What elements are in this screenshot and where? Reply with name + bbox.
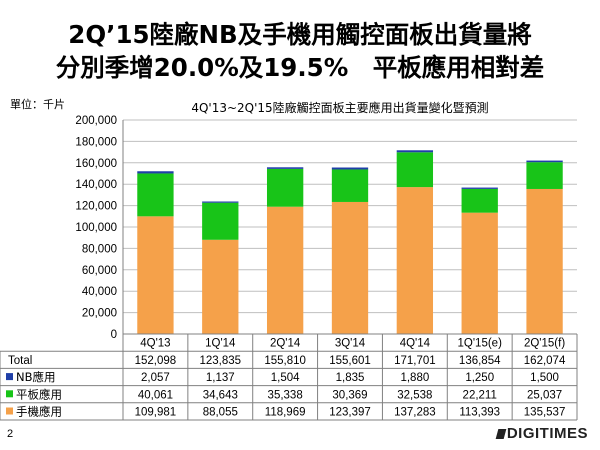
bar-segment (202, 201, 239, 203)
x-tick-label: 1Q'14 (205, 338, 236, 350)
y-tick-label: 40,000 (82, 286, 117, 298)
legend-key (6, 407, 13, 415)
legend-key (6, 390, 13, 398)
data-label: 155,601 (329, 355, 371, 367)
bar-segment (331, 169, 369, 202)
bar-segment (396, 152, 434, 188)
data-label: 1,137 (206, 372, 235, 384)
data-label: 1,880 (400, 372, 429, 384)
legend-label: 平板應用 (16, 387, 62, 401)
legend-key (6, 373, 13, 381)
legend-label: NB應用 (16, 370, 56, 384)
y-tick-label: 120,000 (75, 201, 117, 213)
bar-segment (396, 187, 434, 334)
table-row-label: Total (8, 355, 32, 367)
y-tick-label: 180,000 (75, 136, 117, 148)
y-tick-label: 100,000 (75, 222, 117, 234)
data-label: 137,283 (394, 407, 436, 419)
bar-segment (202, 239, 239, 334)
data-label: 113,393 (459, 407, 500, 419)
bar-segment (396, 150, 434, 153)
y-tick-label: 160,000 (75, 158, 117, 170)
data-label: 88,055 (203, 407, 238, 419)
data-label: 30,369 (332, 389, 367, 401)
data-label: 135,537 (524, 407, 566, 419)
y-tick-label: 140,000 (75, 179, 117, 191)
unit-label: 單位：千片 (10, 98, 65, 111)
data-label: 118,969 (265, 407, 306, 419)
slide-title-line2: 分別季增20.0%及19.5% 平板應用相對差 (55, 53, 545, 82)
data-label: 22,211 (463, 389, 497, 401)
data-label: 1,250 (465, 372, 494, 384)
x-tick-label: 4Q'14 (400, 338, 431, 350)
bar-segment (526, 160, 563, 163)
legend-label: 手機應用 (16, 405, 62, 419)
bar-segment (331, 201, 369, 334)
bar-segment (202, 202, 239, 240)
data-label: 136,854 (459, 355, 501, 367)
x-tick-label: 4Q'13 (140, 338, 170, 350)
bar-segment (266, 168, 304, 207)
data-label: 123,397 (329, 407, 371, 419)
data-label: 32,538 (397, 389, 432, 401)
page-number: 2 (7, 428, 14, 440)
bar-segment (266, 206, 304, 334)
x-tick-label: 2Q'14 (270, 338, 301, 350)
bar-segment (461, 188, 498, 213)
data-label: 152,098 (135, 355, 177, 367)
brand-logo: DIGITIMES (495, 425, 588, 442)
chart-title: 4Q'13~2Q'15陸廠觸控面板主要應用出貨量變化暨預測 (191, 101, 489, 115)
data-label: 171,701 (394, 355, 436, 367)
x-tick-label: 1Q'15(e) (458, 338, 503, 350)
brand-name: DIGITIMES (506, 425, 588, 442)
data-label: 1,500 (530, 372, 559, 384)
bar-segment (137, 216, 174, 334)
data-label: 1,835 (336, 372, 365, 384)
data-label: 34,643 (203, 389, 238, 401)
data-label: 2,057 (141, 372, 170, 384)
data-label: 25,037 (527, 389, 562, 401)
data-label: 35,338 (268, 389, 303, 401)
bar-segment (137, 173, 174, 217)
y-tick-label: 60,000 (82, 265, 117, 277)
bar-segment (526, 162, 563, 189)
x-tick-label: 3Q'14 (335, 338, 366, 350)
x-tick-label: 2Q'15(f) (524, 338, 565, 350)
data-label: 162,074 (524, 355, 566, 367)
y-tick-label: 20,000 (82, 308, 117, 320)
y-tick-label: 0 (111, 329, 117, 341)
slide-title-line1: 2Q’15陸廠NB及手機用觸控面板出貨量將 (68, 20, 532, 49)
bar-segment (461, 212, 498, 334)
bar-segment (526, 188, 563, 334)
bar-segment (266, 167, 304, 169)
data-label: 1,504 (271, 372, 300, 384)
data-label: 123,835 (199, 355, 241, 367)
brand-mark-icon (495, 429, 507, 439)
data-label: 40,061 (138, 389, 173, 401)
y-tick-label: 200,000 (75, 115, 117, 127)
y-tick-label: 80,000 (82, 243, 117, 255)
bar-segment (461, 187, 498, 189)
data-label: 109,981 (135, 407, 177, 419)
bar-segment (137, 171, 174, 174)
bar-segment (331, 167, 369, 170)
data-label: 155,810 (264, 355, 306, 367)
